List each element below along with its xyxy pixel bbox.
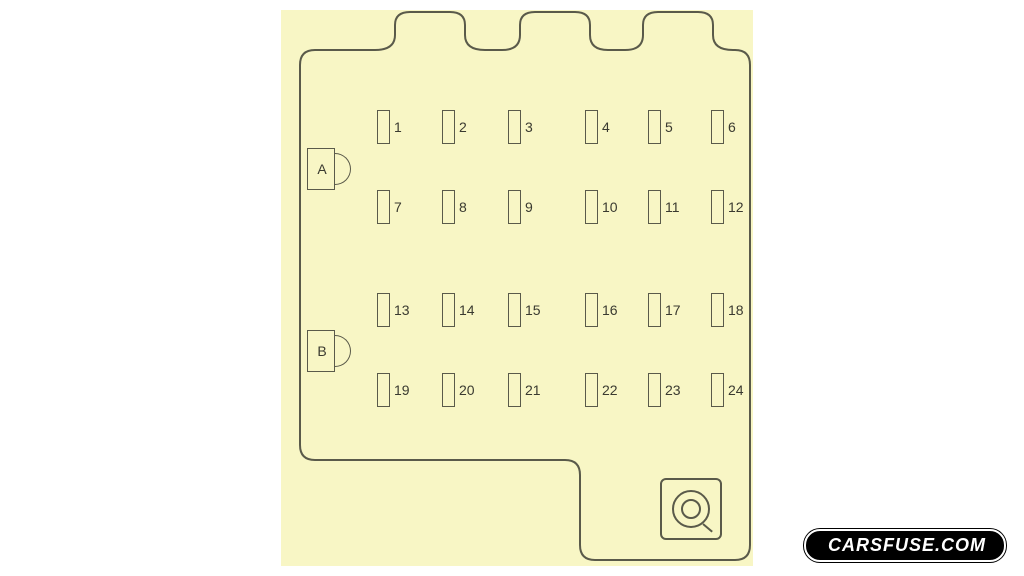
release-knob-inner bbox=[681, 499, 701, 519]
fuse-slot bbox=[442, 293, 455, 327]
fuse-label: 24 bbox=[728, 373, 744, 407]
fuse-label: 2 bbox=[459, 110, 467, 144]
fuse-label: 8 bbox=[459, 190, 467, 224]
relay-b-label: B bbox=[308, 343, 336, 359]
fuse-slot bbox=[585, 110, 598, 144]
fuse-label: 23 bbox=[665, 373, 681, 407]
fuse-slot bbox=[508, 293, 521, 327]
fuse-slot bbox=[648, 373, 661, 407]
fuse-slot bbox=[648, 190, 661, 224]
fuse-slot bbox=[508, 110, 521, 144]
watermark-badge: CARSFUSE.COM bbox=[804, 529, 1006, 562]
fuse-slot bbox=[585, 373, 598, 407]
fuse-label: 1 bbox=[394, 110, 402, 144]
fuse-slot bbox=[377, 190, 390, 224]
fuse-slot bbox=[377, 110, 390, 144]
fuse-label: 11 bbox=[665, 190, 680, 224]
fuse-label: 19 bbox=[394, 373, 410, 407]
fuse-label: 3 bbox=[525, 110, 533, 144]
fuse-slot bbox=[442, 190, 455, 224]
fuse-slot bbox=[442, 110, 455, 144]
fuse-label: 14 bbox=[459, 293, 475, 327]
fuse-label: 9 bbox=[525, 190, 533, 224]
fuse-label: 15 bbox=[525, 293, 541, 327]
fuse-slot bbox=[648, 110, 661, 144]
fuse-label: 20 bbox=[459, 373, 475, 407]
fuse-slot bbox=[377, 293, 390, 327]
fuse-label: 18 bbox=[728, 293, 744, 327]
fuse-slot bbox=[442, 373, 455, 407]
fuse-slot bbox=[508, 190, 521, 224]
fuse-label: 10 bbox=[602, 190, 618, 224]
fuse-slot bbox=[377, 373, 390, 407]
fuse-slot bbox=[711, 293, 724, 327]
fuse-slot bbox=[585, 190, 598, 224]
relay-b-box: B bbox=[307, 330, 335, 372]
fuse-label: 22 bbox=[602, 373, 618, 407]
relay-a-box: A bbox=[307, 148, 335, 190]
fuse-slot bbox=[711, 110, 724, 144]
fuse-label: 12 bbox=[728, 190, 744, 224]
fuse-label: 16 bbox=[602, 293, 618, 327]
fuse-slot bbox=[711, 373, 724, 407]
fuse-label: 6 bbox=[728, 110, 736, 144]
fuse-label: 13 bbox=[394, 293, 410, 327]
watermark-text: CARSFUSE.COM bbox=[828, 535, 986, 555]
fuse-label: 5 bbox=[665, 110, 673, 144]
fuse-label: 4 bbox=[602, 110, 610, 144]
fuse-slot bbox=[585, 293, 598, 327]
fuse-slot bbox=[648, 293, 661, 327]
fuse-slot bbox=[508, 373, 521, 407]
fuse-label: 17 bbox=[665, 293, 681, 327]
fuse-label: 21 bbox=[525, 373, 541, 407]
fuse-label: 7 bbox=[394, 190, 402, 224]
relay-a-label: A bbox=[308, 161, 336, 177]
fuse-slot bbox=[711, 190, 724, 224]
